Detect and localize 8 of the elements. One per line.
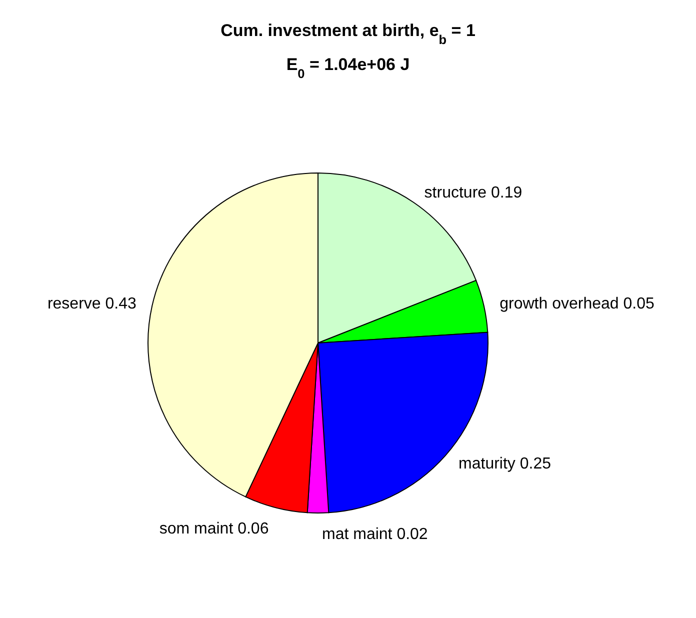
slice-label: mat maint 0.02 bbox=[322, 526, 428, 543]
slice-label: maturity 0.25 bbox=[458, 455, 552, 472]
slice-label: som maint 0.06 bbox=[159, 520, 269, 538]
slice-label: structure 0.19 bbox=[424, 184, 522, 202]
slice-label: growth overhead 0.05 bbox=[500, 295, 654, 312]
chart-title: Cum. investment at birth, e$_{b}$ = 1 bbox=[220, 21, 476, 46]
slice-label: reserve 0.43 bbox=[47, 295, 136, 312]
chart-subtitle: E$_{0}$ = 1.04e+06 J bbox=[286, 55, 410, 80]
